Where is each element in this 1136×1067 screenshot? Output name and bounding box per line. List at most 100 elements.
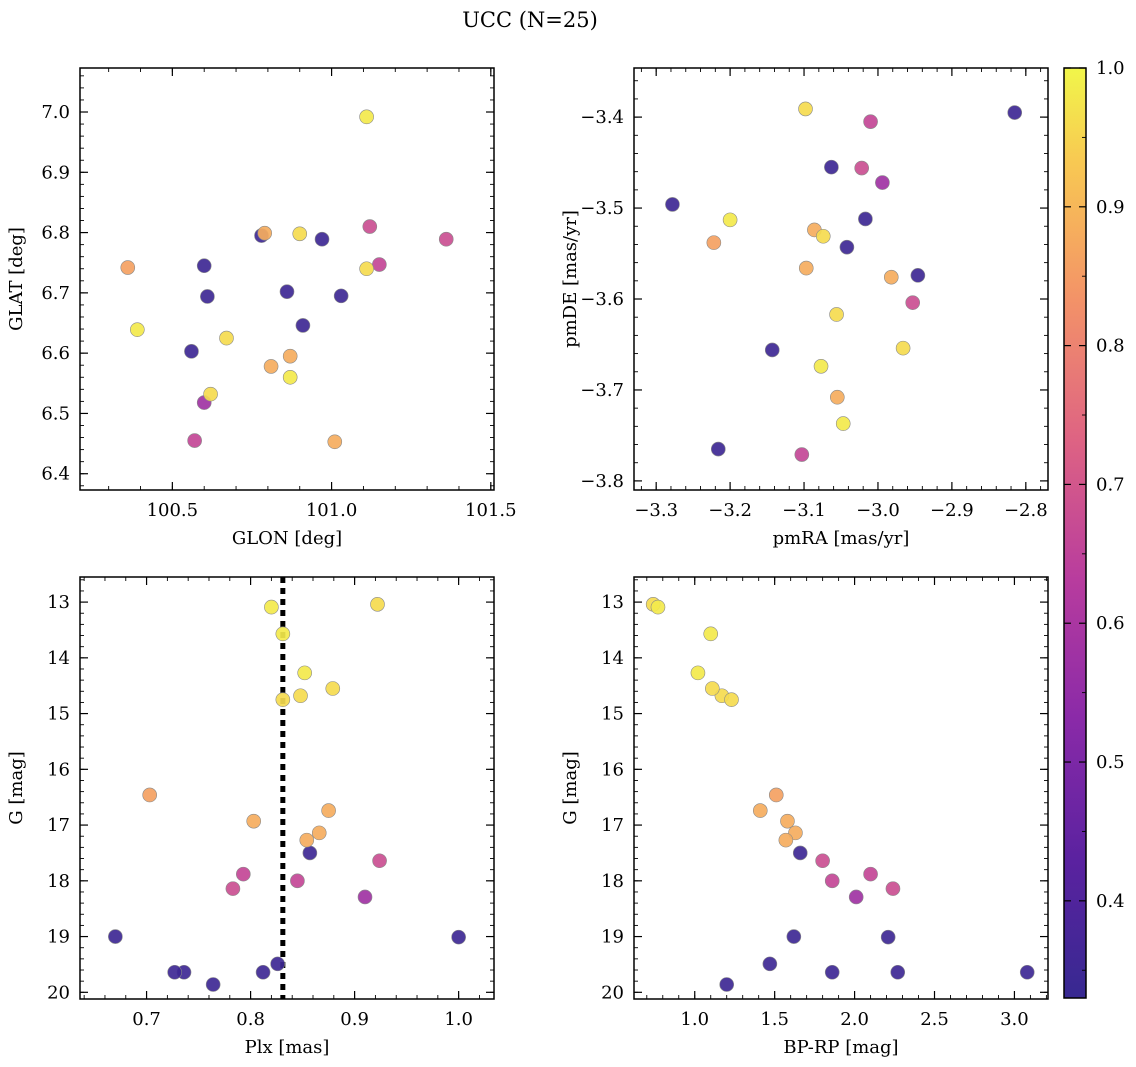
y-axis-label: GLAT [deg] <box>6 227 27 331</box>
scatter-point <box>824 873 840 889</box>
y-axis-label: pmDE [mas/yr] <box>560 210 581 348</box>
scatter-point <box>130 322 145 337</box>
scatter-point <box>854 160 870 176</box>
x-tick-label: −2.8 <box>1004 500 1048 521</box>
scatter-point <box>650 599 666 615</box>
y-tick-label: 17 <box>601 815 624 836</box>
scatter-point <box>883 269 899 285</box>
scatter-point <box>724 692 739 707</box>
x-tick-label: −2.9 <box>930 500 974 521</box>
colorbar-tick-label: 0.5 <box>1096 752 1125 773</box>
x-axis-label: Plx [mas] <box>245 1037 330 1058</box>
colorbar-tick-label: 0.8 <box>1096 336 1125 357</box>
y-axis-label: G [mag] <box>560 751 581 824</box>
scatter-point <box>858 211 873 227</box>
scatter-point <box>321 803 336 818</box>
scatter-point <box>359 261 374 277</box>
scatter-point <box>282 348 298 364</box>
scatter-point <box>778 832 794 848</box>
scatter-point <box>705 681 720 696</box>
scatter-point <box>824 159 839 175</box>
y-tick-label: 6.7 <box>41 283 70 304</box>
scatter-point <box>798 101 813 117</box>
y-tick-label: 16 <box>47 759 70 780</box>
colorbar-tick-label: 0.4 <box>1096 891 1125 912</box>
scatter-point <box>824 964 840 980</box>
scatter-point <box>142 787 157 803</box>
scatter-point <box>839 239 855 255</box>
x-tick-label: −3.2 <box>708 500 752 521</box>
scatter-point <box>108 929 123 944</box>
scatter-point <box>302 845 318 861</box>
x-tick-label: 101.0 <box>306 500 358 521</box>
scatter-point <box>275 692 291 707</box>
x-tick-label: 0.9 <box>340 1009 369 1030</box>
colorbar-tick-label: 1.0 <box>1096 58 1125 79</box>
y-tick-label: 14 <box>601 648 624 669</box>
y-tick-label: 17 <box>47 815 70 836</box>
scatter-point <box>690 665 706 681</box>
y-tick-label: 13 <box>601 592 624 613</box>
scatter-point <box>815 853 830 869</box>
y-tick-label: 20 <box>601 982 624 1003</box>
scatter-point <box>890 964 906 980</box>
scatter-point <box>762 956 778 972</box>
scatter-point <box>362 219 378 234</box>
axes-frame <box>633 67 1049 491</box>
scatter-point <box>792 845 808 861</box>
y-tick-label: 18 <box>47 871 70 892</box>
scatter-point <box>295 318 311 333</box>
y-tick-label: 6.8 <box>41 223 70 244</box>
panel-bl: 0.7 0.8 0.9 1.0 13 14 15 16 17 18 19 20 Plx [mas] G [… <box>6 576 495 1058</box>
panel-tl: 100.5 101.0 101.5 6.4 6.5 6.6 6.7 6.8 6.9 7.0 GLON… <box>6 67 517 549</box>
y-tick-label: −3.7 <box>580 380 624 401</box>
scatter-point <box>722 212 738 228</box>
scatter-point <box>203 386 218 402</box>
scatter-point <box>270 956 285 972</box>
y-tick-label: 7.0 <box>41 102 70 123</box>
scatter-point <box>219 330 234 346</box>
scatter-point <box>264 599 279 615</box>
x-tick-label: 0.7 <box>132 1009 161 1030</box>
scatter-point <box>798 260 814 276</box>
x-tick-label: 1.0 <box>444 1009 473 1030</box>
scatter-point <box>863 866 878 882</box>
scatter-point <box>311 825 327 841</box>
y-tick-label: 19 <box>47 927 70 948</box>
y-tick-label: 19 <box>601 927 624 948</box>
y-tick-label: 6.4 <box>41 464 70 485</box>
scatter-point <box>297 665 312 681</box>
scatter-point <box>255 964 271 980</box>
scatter-point <box>257 225 273 241</box>
scatter-point <box>786 929 802 944</box>
scatter-point <box>703 626 719 642</box>
scatter-point <box>236 866 251 882</box>
scatter-point <box>830 389 845 405</box>
scatter-point <box>359 109 374 125</box>
y-tick-label: 14 <box>47 648 70 669</box>
scatter-point <box>835 416 851 431</box>
x-tick-label: 101.5 <box>465 500 517 521</box>
x-tick-label: 3.0 <box>1000 1009 1029 1030</box>
scatter-point <box>848 889 864 905</box>
colorbar-tick-label: 0.9 <box>1096 197 1125 218</box>
scatter-point <box>187 433 202 448</box>
scatter-point <box>263 359 279 374</box>
scatter-point <box>246 813 262 829</box>
x-tick-label: 2.0 <box>840 1009 869 1030</box>
scatter-point <box>710 441 726 457</box>
scatter-point <box>905 295 921 310</box>
scatter-point <box>752 803 768 818</box>
y-tick-label: 18 <box>601 871 624 892</box>
scatter-point <box>813 359 829 374</box>
scatter-point <box>225 881 241 896</box>
scatter-point <box>279 284 295 299</box>
x-tick-label: 1.5 <box>760 1009 789 1030</box>
scatter-point <box>120 260 136 275</box>
scatter-point <box>290 873 305 889</box>
scatter-point <box>275 626 291 642</box>
colorbar: 0.4 0.5 0.6 0.7 0.8 0.9 1.0 <box>1063 58 1125 999</box>
scatter-point <box>314 231 330 247</box>
scatter-point <box>1007 105 1023 120</box>
